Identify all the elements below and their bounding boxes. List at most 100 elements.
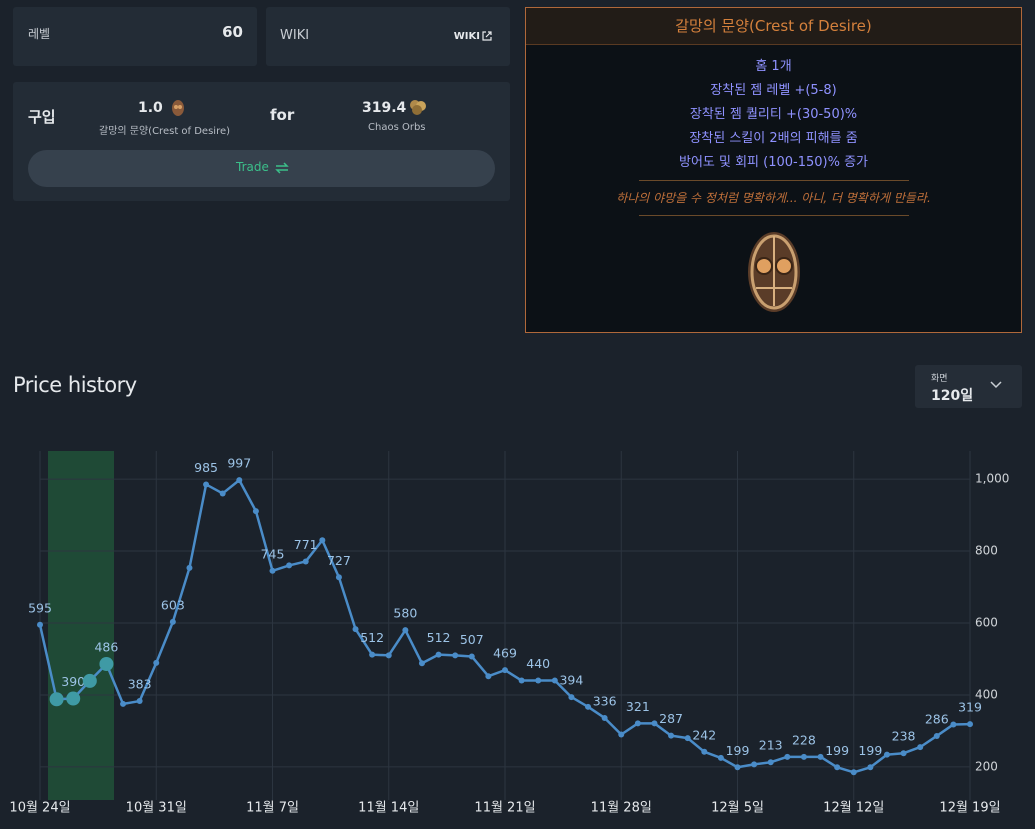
data-point <box>99 656 114 671</box>
data-label: 199 <box>858 743 882 758</box>
data-point <box>502 667 508 674</box>
data-label: 336 <box>593 693 617 708</box>
y-tick-label: 1,000 <box>975 472 1009 486</box>
buy-for: for <box>270 106 295 124</box>
mod-line: 장착된 젬 퀄리티 +(30-50)% <box>689 107 858 122</box>
data-label: 394 <box>559 673 583 688</box>
data-point <box>767 759 774 766</box>
data-point <box>668 732 675 739</box>
data-point <box>618 731 625 738</box>
data-point <box>917 744 924 751</box>
data-point <box>369 651 376 658</box>
data-point <box>252 508 259 515</box>
data-point <box>834 764 841 771</box>
data-label: 469 <box>493 646 517 661</box>
data-label: 771 <box>294 537 318 552</box>
y-tick-label: 200 <box>975 759 998 773</box>
trade-label: Trade <box>236 160 269 174</box>
data-point <box>717 754 724 761</box>
data-point <box>568 694 575 701</box>
data-point <box>800 753 807 760</box>
x-tick-label: 11월 14일 <box>358 801 419 816</box>
x-tick-label: 11월 7일 <box>246 801 299 816</box>
y-tick-label: 800 <box>975 544 998 558</box>
level-card: 레벨 60 <box>13 7 257 66</box>
data-point <box>634 720 641 727</box>
data-label: 507 <box>460 632 484 647</box>
data-point <box>136 698 143 705</box>
data-point <box>850 769 857 776</box>
data-point <box>352 626 359 633</box>
data-point <box>219 490 226 497</box>
data-point <box>867 764 874 771</box>
data-label: 512 <box>360 630 384 645</box>
data-label: 595 <box>28 600 52 615</box>
data-label: 985 <box>194 460 218 475</box>
data-point <box>900 750 907 757</box>
mods: 홈 1개 장착된 젬 레벨 +(5-8) 장착된 젬 퀄리티 +(30-50)% 장착… <box>526 45 1021 175</box>
trade-button[interactable]: Trade <box>28 150 495 187</box>
data-point <box>286 562 293 569</box>
data-label: 319 <box>958 700 982 715</box>
data-label: 580 <box>393 606 417 621</box>
data-point <box>49 692 64 707</box>
chevron <box>990 381 1002 389</box>
data-label: 287 <box>659 711 683 726</box>
data-label: 603 <box>161 597 185 612</box>
divider <box>638 215 909 216</box>
mod-line: 방어도 및 회피 (100-150)% 증가 <box>678 155 869 170</box>
mod-line: 장착된 스킬이 2배의 피해를 줌 <box>689 131 858 146</box>
currency-icon <box>410 100 426 115</box>
level-value: 60 <box>222 23 243 41</box>
data-point <box>551 677 558 684</box>
y-tick-label: 600 <box>975 615 998 629</box>
data-label: 727 <box>327 553 351 568</box>
data-label: 242 <box>692 727 716 742</box>
buy-quantity: 1.0 <box>138 100 163 116</box>
data-point <box>302 558 309 565</box>
buy-item: 갈망의 문양(Crest of Desire) <box>99 126 231 137</box>
data-label: 997 <box>227 456 251 471</box>
data-label: 286 <box>925 711 949 726</box>
data-point <box>585 703 592 710</box>
data-point <box>817 753 824 760</box>
data-point <box>734 764 741 771</box>
data-label: 321 <box>626 699 650 714</box>
data-point <box>186 564 193 571</box>
y-tick-label: 400 <box>975 687 998 701</box>
data-point <box>601 714 608 721</box>
item-name: 갈망의 문양(Crest of Desire) <box>526 8 1021 45</box>
level-label: 레벨 <box>28 27 51 41</box>
wiki-label: WIKI <box>280 28 310 43</box>
wiki-link[interactable]: WIKI <box>453 31 480 42</box>
data-point <box>385 652 392 659</box>
data-point <box>701 748 708 755</box>
range-dropdown[interactable]: 화면 120일 <box>915 365 1022 408</box>
data-point <box>651 720 658 727</box>
data-point <box>435 651 442 658</box>
data-label: 512 <box>427 630 451 645</box>
flavor-text: 하나의 야망을 수 정처럼 명확하게... 아니, 더 명확하게 만들라. <box>616 191 931 205</box>
mod-line: 홈 1개 <box>755 59 792 74</box>
item-image <box>747 232 800 312</box>
data-point <box>269 567 276 574</box>
external-icon <box>482 31 492 41</box>
data-point <box>784 753 791 760</box>
data-point <box>37 621 43 628</box>
data-label: 486 <box>94 639 118 654</box>
data-point <box>933 732 940 739</box>
x-tick-label: 12월 12일 <box>823 801 884 816</box>
data-label: 440 <box>526 656 550 671</box>
range-label: 화면 <box>931 374 948 384</box>
trade-icon <box>275 162 289 174</box>
data-point <box>236 477 243 484</box>
x-tick-label: 10월 31일 <box>126 801 187 816</box>
data-label: 228 <box>792 732 816 747</box>
data-point <box>684 735 691 742</box>
data-point <box>402 627 409 634</box>
data-point <box>335 574 342 581</box>
data-point <box>452 652 459 659</box>
data-point <box>468 653 475 660</box>
section-title: Price history <box>13 373 137 397</box>
